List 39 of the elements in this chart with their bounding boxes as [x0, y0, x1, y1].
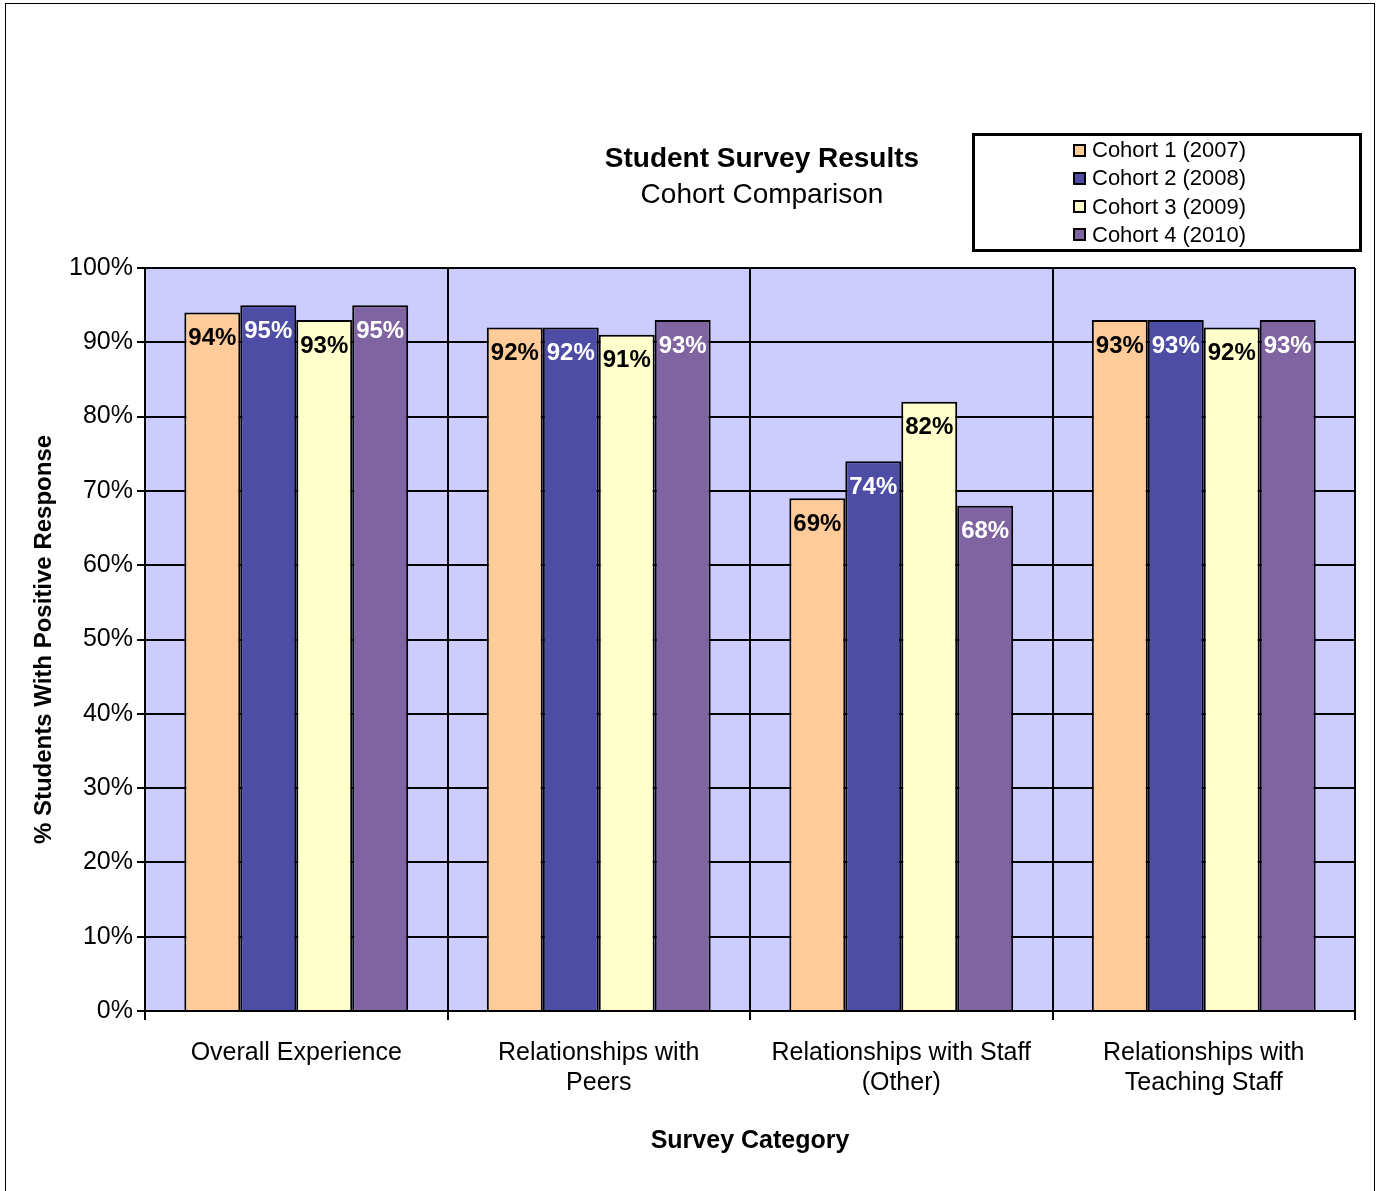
data-label: 95%	[356, 315, 405, 343]
data-label: 82%	[905, 412, 954, 440]
y-tick-label: 70%	[82, 474, 133, 503]
legend-label: Cohort 4 (2010)	[1092, 221, 1247, 248]
data-label: 93%	[1151, 330, 1200, 358]
y-tick-label: 100%	[69, 251, 133, 280]
data-label: 91%	[602, 345, 651, 373]
y-tick-label: 60%	[82, 549, 133, 578]
x-tick-label: Relationships with Staff (Other)	[771, 1036, 1031, 1095]
data-label: 68%	[961, 516, 1010, 544]
legend-label: Cohort 1 (2007)	[1092, 137, 1247, 164]
x-tick-label: Relationships with Peers	[498, 1036, 700, 1095]
y-axis-title: % Students With Positive Response	[29, 434, 57, 845]
y-tick-label: 0%	[96, 994, 133, 1023]
data-label: 95%	[244, 315, 293, 343]
data-label: 92%	[1207, 338, 1256, 366]
data-label: 92%	[490, 338, 539, 366]
data-label: 74%	[849, 471, 898, 499]
data-label: 94%	[188, 323, 237, 351]
y-tick-label: 30%	[82, 771, 133, 800]
y-tick-label: 90%	[82, 326, 133, 355]
y-tick-label: 40%	[82, 697, 133, 726]
data-label: 69%	[793, 508, 842, 536]
y-tick-label: 80%	[82, 400, 133, 429]
data-label: 93%	[1095, 330, 1144, 358]
legend-label: Cohort 3 (2009)	[1092, 193, 1247, 220]
x-tick-label: Relationships with Teaching Staff	[1103, 1036, 1305, 1095]
data-label: 93%	[300, 330, 349, 358]
x-tick-label: Overall Experience	[190, 1036, 402, 1065]
chart-title: Student Survey Results	[603, 142, 921, 174]
y-tick-label: 10%	[82, 920, 133, 949]
x-axis-title: Survey Category	[650, 1124, 850, 1153]
y-tick-label: 20%	[82, 846, 133, 875]
data-label: 93%	[1263, 330, 1312, 358]
data-label: 92%	[546, 338, 595, 366]
data-label: 93%	[658, 330, 707, 358]
legend-label: Cohort 2 (2008)	[1092, 165, 1247, 192]
chart-subtitle: Cohort Comparison	[639, 178, 885, 210]
y-tick-label: 50%	[82, 623, 133, 652]
